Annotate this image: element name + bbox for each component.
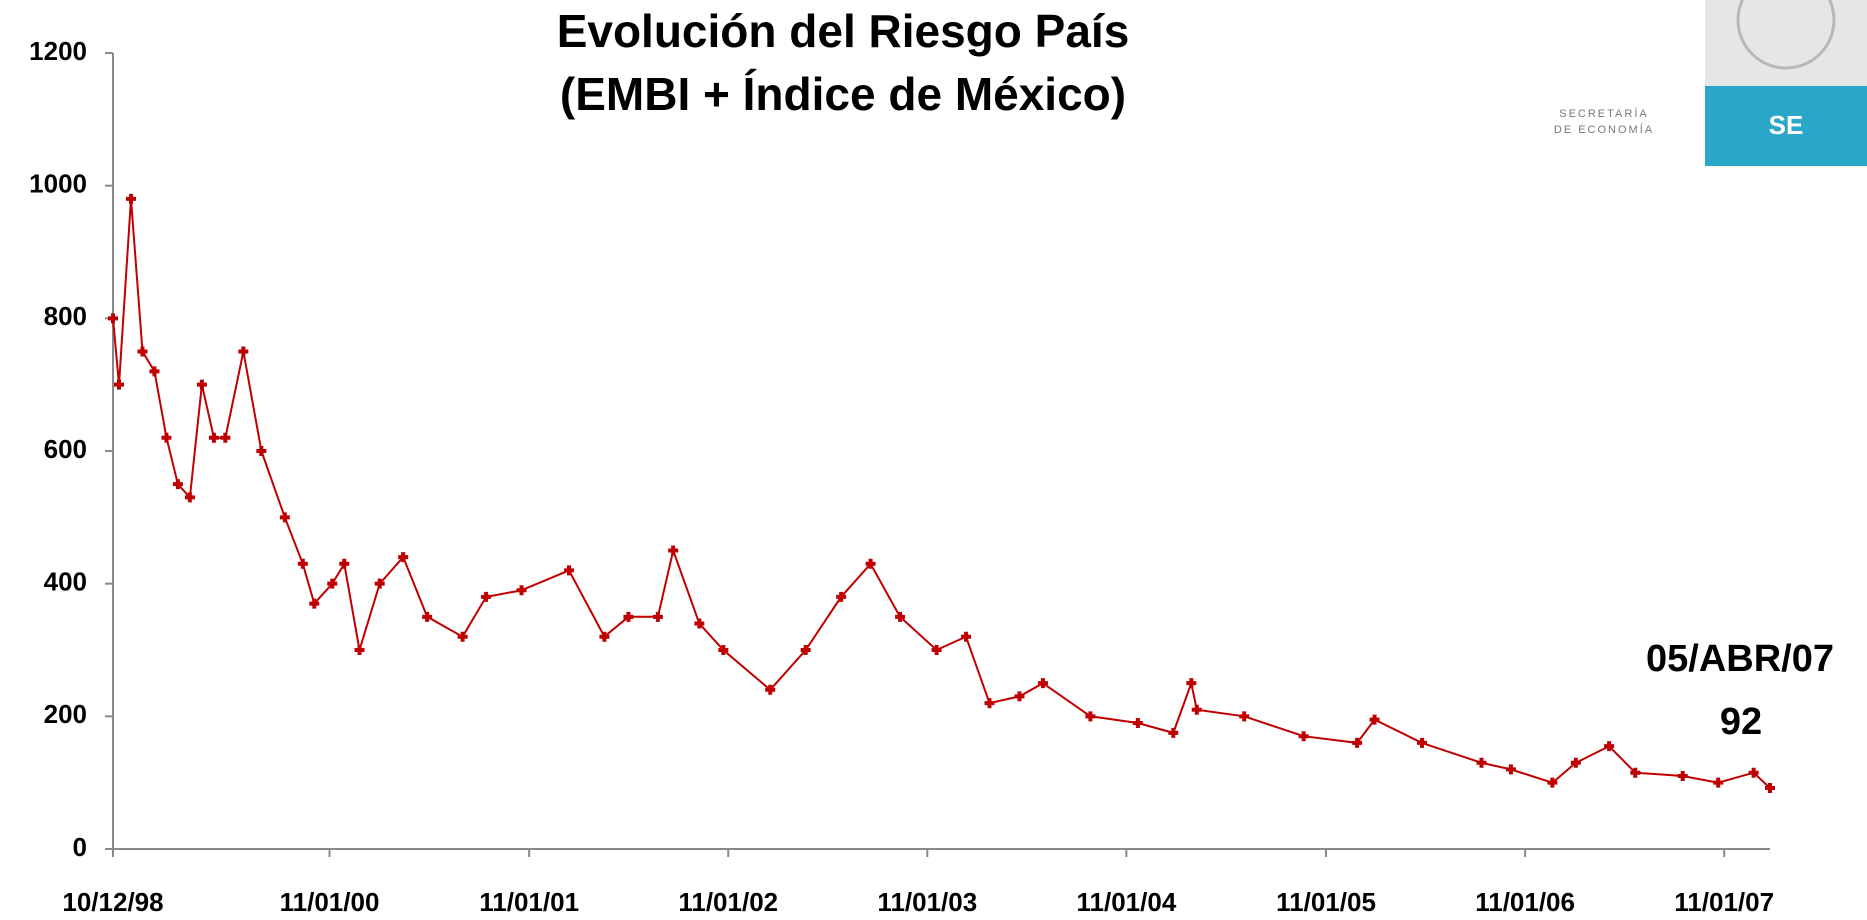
point-marker bbox=[599, 631, 610, 642]
point-marker bbox=[297, 558, 308, 569]
point-marker bbox=[279, 512, 290, 523]
point-marker bbox=[765, 684, 776, 695]
chart-title: Evolución del Riesgo País bbox=[557, 5, 1130, 57]
point-marker bbox=[208, 432, 219, 443]
point-marker bbox=[895, 611, 906, 622]
x-tick-label: 11/01/04 bbox=[1077, 887, 1177, 917]
point-marker bbox=[457, 631, 468, 642]
point-marker bbox=[1677, 771, 1688, 782]
point-marker bbox=[238, 346, 249, 357]
point-marker bbox=[1765, 782, 1775, 793]
point-marker bbox=[1352, 737, 1363, 748]
chart-subtitle: (EMBI + Índice de México) bbox=[560, 68, 1126, 120]
point-marker bbox=[1014, 691, 1025, 702]
point-marker bbox=[1298, 731, 1309, 742]
y-tick-label: 400 bbox=[44, 567, 87, 597]
point-marker bbox=[108, 313, 118, 324]
point-marker bbox=[1085, 711, 1096, 722]
x-tick-label: 11/01/02 bbox=[678, 887, 778, 917]
point-marker bbox=[1369, 714, 1380, 725]
point-marker bbox=[327, 578, 338, 589]
point-marker bbox=[516, 585, 527, 596]
y-tick-label: 600 bbox=[44, 434, 87, 464]
point-marker bbox=[652, 611, 663, 622]
point-marker bbox=[339, 558, 350, 569]
point-marker bbox=[354, 645, 365, 655]
x-tick-label: 11/01/06 bbox=[1475, 887, 1575, 917]
point-marker bbox=[1476, 757, 1487, 768]
x-tick-label: 11/01/05 bbox=[1276, 887, 1376, 917]
logo-text: DE ECONOMÍA bbox=[1554, 123, 1654, 136]
logo-emblem bbox=[1705, 0, 1867, 86]
point-marker bbox=[1168, 727, 1179, 738]
point-marker bbox=[623, 611, 634, 622]
point-marker bbox=[1186, 678, 1197, 689]
point-marker bbox=[1713, 777, 1724, 788]
y-tick-label: 1000 bbox=[29, 169, 87, 199]
point-marker bbox=[149, 366, 160, 377]
point-marker bbox=[1132, 717, 1143, 728]
point-marker bbox=[1505, 764, 1516, 775]
point-marker bbox=[1604, 741, 1615, 752]
point-marker bbox=[563, 565, 574, 576]
series-line bbox=[112, 198, 1771, 789]
point-marker bbox=[114, 379, 124, 390]
point-marker bbox=[1570, 757, 1581, 768]
y-tick-label: 0 bbox=[73, 832, 87, 862]
point-marker bbox=[718, 645, 729, 655]
point-marker bbox=[309, 598, 320, 609]
point-marker bbox=[694, 618, 705, 629]
point-marker bbox=[836, 591, 847, 602]
point-marker bbox=[1417, 737, 1428, 748]
point-marker bbox=[481, 591, 492, 602]
point-marker bbox=[984, 698, 995, 709]
point-marker bbox=[256, 446, 267, 456]
point-marker bbox=[1239, 711, 1250, 722]
logo-badge: SE bbox=[1769, 110, 1804, 140]
y-tick-label: 200 bbox=[44, 699, 87, 729]
logo-badge-box bbox=[1705, 86, 1867, 166]
logo-text: SECRETARÍA bbox=[1559, 107, 1648, 120]
x-tick-label: 10/12/98 bbox=[62, 887, 163, 917]
point-marker bbox=[398, 552, 409, 563]
point-marker bbox=[931, 645, 942, 655]
point-marker bbox=[172, 479, 183, 490]
point-marker bbox=[422, 611, 433, 622]
point-marker bbox=[800, 645, 811, 655]
logo-seal bbox=[1736, 0, 1836, 70]
x-tick-label: 11/01/03 bbox=[877, 887, 977, 917]
point-marker bbox=[1037, 678, 1048, 689]
point-marker bbox=[374, 578, 385, 589]
point-marker bbox=[961, 631, 972, 642]
y-tick-label: 800 bbox=[44, 301, 87, 331]
annotation: 05/ABR/07 bbox=[1646, 638, 1834, 680]
point-marker bbox=[1630, 767, 1641, 778]
annotation-value: 92 bbox=[1720, 701, 1762, 743]
x-tick-label: 11/01/01 bbox=[479, 887, 579, 917]
point-marker bbox=[161, 432, 172, 443]
point-marker bbox=[137, 346, 148, 357]
x-tick-label: 11/01/07 bbox=[1674, 887, 1774, 917]
point-marker bbox=[1191, 704, 1202, 715]
point-marker bbox=[865, 558, 876, 569]
point-marker bbox=[220, 432, 231, 443]
point-marker bbox=[1748, 767, 1759, 778]
point-marker bbox=[1547, 777, 1558, 788]
y-tick-label: 1200 bbox=[29, 36, 87, 66]
point-marker bbox=[184, 492, 195, 503]
point-marker bbox=[668, 545, 679, 556]
point-marker bbox=[125, 193, 136, 204]
x-tick-label: 11/01/00 bbox=[280, 887, 380, 917]
point-marker bbox=[196, 379, 207, 390]
